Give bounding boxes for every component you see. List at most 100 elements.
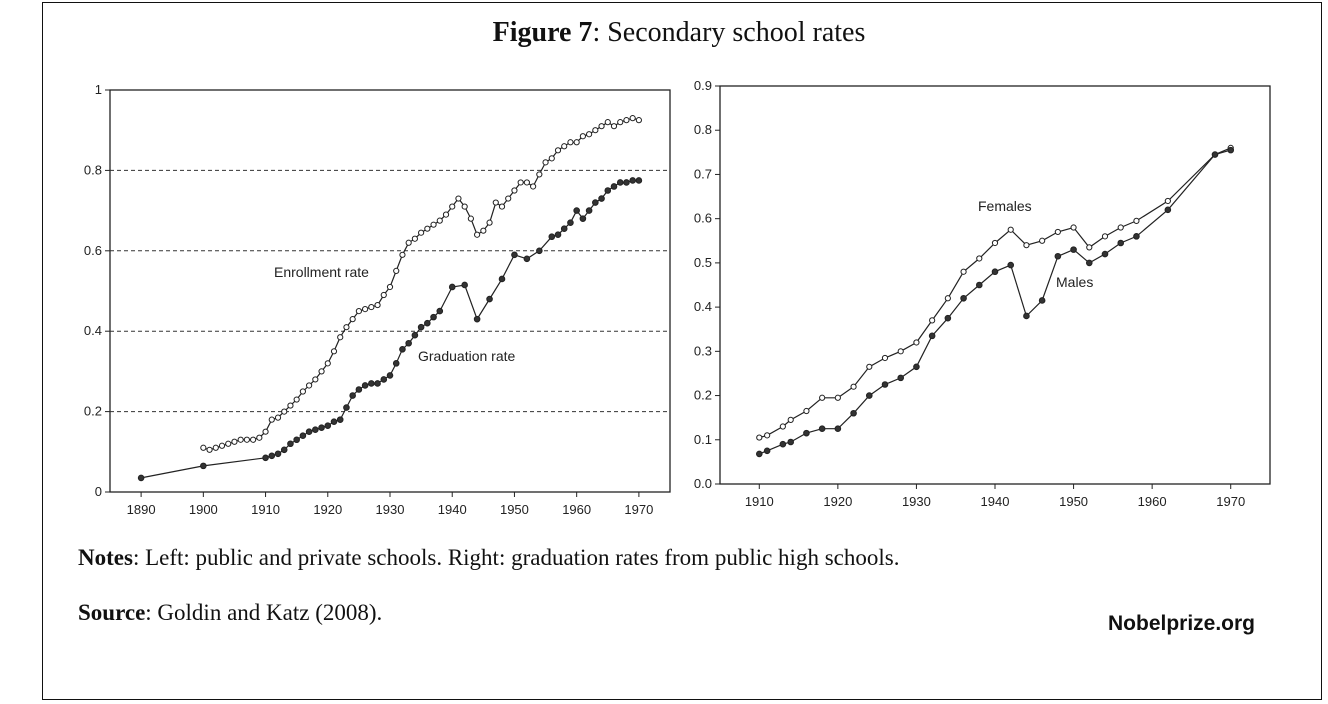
data-point bbox=[299, 388, 306, 395]
x-tick-label: 1910 bbox=[745, 494, 774, 509]
data-point bbox=[598, 123, 605, 130]
y-tick-label: 0.1 bbox=[694, 432, 712, 447]
data-point bbox=[424, 319, 431, 327]
data-point bbox=[268, 452, 276, 460]
data-point bbox=[1054, 228, 1061, 236]
data-point bbox=[374, 380, 381, 387]
x-tick-label: 1970 bbox=[624, 502, 653, 517]
data-point bbox=[467, 215, 474, 222]
data-point bbox=[579, 215, 587, 222]
data-point bbox=[561, 143, 568, 150]
data-point bbox=[944, 295, 951, 302]
data-point bbox=[755, 450, 763, 458]
data-point bbox=[231, 438, 238, 445]
data-point bbox=[617, 119, 624, 126]
data-point bbox=[536, 247, 543, 255]
data-point bbox=[250, 436, 257, 443]
data-point bbox=[598, 195, 605, 202]
data-point bbox=[418, 229, 425, 236]
data-point bbox=[592, 199, 599, 206]
data-point bbox=[399, 251, 406, 258]
data-point bbox=[305, 428, 313, 436]
data-point bbox=[881, 354, 889, 362]
data-point bbox=[474, 231, 481, 238]
data-point bbox=[960, 294, 967, 302]
series-label: Females bbox=[978, 198, 1032, 214]
data-point bbox=[779, 423, 786, 430]
data-point bbox=[411, 331, 419, 339]
data-point bbox=[318, 424, 325, 431]
data-point bbox=[819, 394, 826, 401]
data-point bbox=[554, 147, 562, 154]
data-point bbox=[262, 428, 269, 435]
data-point bbox=[585, 207, 593, 214]
data-point bbox=[212, 444, 219, 451]
data-point bbox=[975, 281, 983, 289]
data-point bbox=[787, 438, 795, 446]
data-point bbox=[349, 316, 356, 323]
data-point bbox=[200, 462, 207, 470]
y-tick-label: 0 bbox=[95, 484, 102, 499]
data-point bbox=[764, 432, 771, 439]
data-point bbox=[573, 207, 580, 214]
data-point bbox=[1054, 252, 1062, 260]
data-point bbox=[436, 217, 443, 224]
data-point bbox=[623, 117, 630, 124]
data-point bbox=[368, 380, 375, 387]
data-point bbox=[604, 187, 612, 194]
data-point bbox=[449, 203, 456, 210]
data-point bbox=[1038, 297, 1046, 304]
x-tick-label: 1920 bbox=[823, 494, 852, 509]
data-point bbox=[1227, 146, 1235, 154]
data-point bbox=[554, 231, 562, 239]
data-point bbox=[866, 363, 873, 370]
data-point bbox=[511, 187, 518, 194]
data-point bbox=[256, 434, 263, 441]
source-text: Source: Goldin and Katz (2008). bbox=[78, 600, 382, 626]
source-body: : Goldin and Katz (2008). bbox=[145, 600, 383, 625]
data-point bbox=[362, 305, 369, 313]
y-tick-label: 0.7 bbox=[694, 166, 712, 181]
data-point bbox=[803, 407, 810, 415]
y-tick-label: 0.4 bbox=[84, 323, 102, 338]
data-point bbox=[897, 348, 904, 355]
data-point bbox=[486, 219, 493, 226]
data-point bbox=[779, 440, 787, 448]
data-point bbox=[913, 363, 920, 371]
data-point bbox=[635, 117, 642, 124]
data-point bbox=[498, 203, 506, 210]
figure-caption: : Secondary school rates bbox=[592, 17, 866, 48]
y-tick-label: 0.4 bbox=[694, 299, 712, 314]
data-point bbox=[274, 450, 282, 458]
series-line-females bbox=[759, 147, 1231, 439]
y-tick-label: 0.6 bbox=[84, 243, 102, 258]
x-tick-label: 1900 bbox=[189, 502, 218, 517]
data-point bbox=[1164, 206, 1172, 214]
chart-right-graduation-by-sex: 0.0 0.1 0.2 0.3 0.4 0.5 0.6 0.7 0.8 0.9 1910 1920 19… bbox=[694, 78, 1271, 509]
x-tick-label: 1970 bbox=[1216, 494, 1245, 509]
data-point bbox=[567, 139, 574, 146]
chart-left-secondary-rates: 0 0.2 0.4 0.6 0.8 1 1890 1900 1910 1920 1930 1940 19… bbox=[84, 82, 671, 517]
data-point bbox=[929, 317, 936, 324]
data-point bbox=[318, 368, 325, 375]
data-point bbox=[281, 408, 288, 415]
figure-frame: Figure 7: Secondary school rates bbox=[42, 2, 1322, 700]
data-point bbox=[1101, 250, 1109, 258]
data-point bbox=[430, 313, 437, 321]
data-point bbox=[137, 474, 145, 482]
data-point bbox=[1211, 151, 1219, 158]
data-point bbox=[455, 195, 462, 202]
y-tick-label: 0.9 bbox=[694, 78, 712, 93]
data-point bbox=[442, 211, 450, 218]
data-point bbox=[392, 360, 400, 367]
data-point bbox=[399, 345, 406, 353]
data-point bbox=[629, 177, 636, 184]
series-line-graduation-rate bbox=[140, 179, 639, 479]
data-point bbox=[991, 268, 999, 276]
x-tick-label: 1940 bbox=[438, 502, 467, 517]
data-point bbox=[881, 381, 889, 388]
data-point bbox=[517, 179, 524, 186]
data-point bbox=[865, 392, 873, 399]
data-point bbox=[604, 119, 611, 126]
data-point bbox=[629, 115, 636, 122]
